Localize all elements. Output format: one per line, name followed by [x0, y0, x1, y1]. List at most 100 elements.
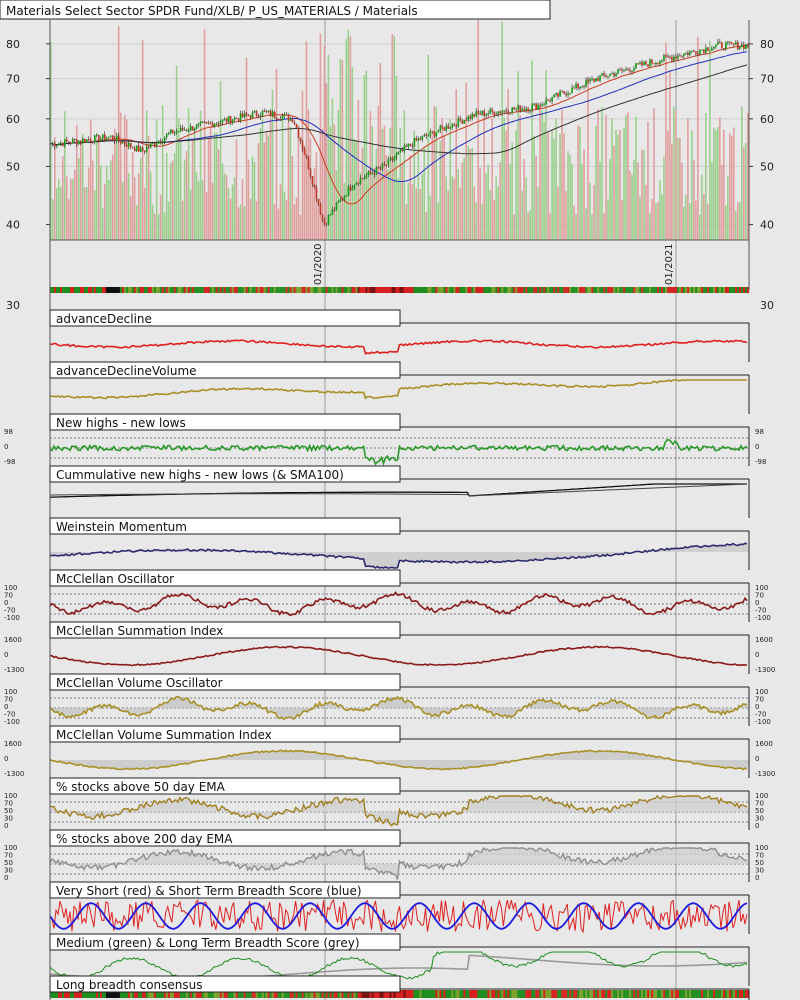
volume-bar — [193, 127, 196, 240]
candle-body — [427, 135, 430, 137]
volume-bar — [311, 178, 314, 240]
long-consensus-cell — [727, 990, 730, 998]
candle-body — [141, 147, 144, 151]
consensus-strip-cell — [747, 287, 750, 293]
volume-bar — [227, 188, 230, 240]
long-consensus-cell — [565, 990, 568, 998]
candle-body — [231, 119, 234, 124]
long-consensus-cell — [471, 990, 474, 998]
consensus-strip-cell — [359, 287, 362, 293]
long-consensus-cell — [457, 990, 460, 998]
very-short-score-line — [49, 898, 748, 934]
ma-fast-line — [49, 45, 748, 205]
consensus-strip-cell — [325, 287, 328, 293]
long-consensus-cell — [733, 990, 736, 998]
volume-bar — [343, 182, 346, 240]
long-consensus-cell — [653, 990, 656, 998]
consensus-strip-cell — [339, 287, 342, 293]
volume-bar — [149, 171, 152, 240]
long-consensus-cell — [83, 990, 87, 998]
volume-bar — [301, 90, 304, 240]
volume-bar — [299, 214, 302, 240]
consensus-strip-cell — [595, 287, 598, 293]
candle-body — [585, 79, 587, 87]
candle-body — [497, 111, 500, 115]
candle-body — [145, 147, 148, 152]
volume-bar — [163, 212, 166, 240]
candle-body — [487, 113, 490, 115]
long-consensus-cell — [345, 990, 348, 998]
candle-body — [397, 152, 400, 155]
candle-body — [743, 44, 745, 49]
volume-bar — [397, 178, 400, 240]
long-consensus-cell — [533, 990, 536, 998]
consensus-strip-cell — [629, 287, 632, 293]
long-consensus-cell — [505, 990, 508, 998]
long-consensus-cell — [567, 990, 570, 998]
volume-bar — [547, 132, 549, 240]
consensus-strip-cell — [421, 287, 424, 293]
consensus-strip-cell — [381, 287, 384, 293]
candle-body — [685, 52, 687, 54]
consensus-strip-cell — [63, 287, 67, 293]
candle-body — [123, 141, 126, 145]
volume-bar — [617, 134, 619, 240]
consensus-strip-cell — [137, 287, 140, 293]
consensus-strip-cell — [165, 287, 168, 293]
consensus-strip-cell — [189, 287, 192, 293]
candle-body — [701, 49, 703, 51]
consensus-strip-cell — [645, 287, 648, 293]
volume-bar — [289, 126, 292, 240]
volume-bar — [565, 191, 567, 240]
consensus-strip-cell — [503, 287, 506, 293]
long-consensus-cell — [397, 990, 400, 998]
consensus-strip-cell — [393, 287, 396, 293]
candle-body — [109, 135, 112, 137]
long-consensus-cell — [333, 990, 336, 998]
candle-body — [235, 117, 238, 119]
panel-tick-left: 50 — [4, 807, 13, 815]
long-consensus-cell — [237, 990, 240, 998]
long-consensus-cell — [189, 990, 192, 998]
panel-tick-right: 0 — [755, 651, 759, 659]
candle-body — [163, 137, 166, 142]
panel-label: Weinstein Momentum — [56, 520, 187, 534]
volume-bar — [65, 176, 68, 240]
consensus-strip-cell — [229, 287, 232, 293]
long-consensus-cell — [745, 990, 748, 998]
consensus-strip-cell — [443, 287, 446, 293]
panel-tick-left: 70 — [4, 800, 13, 808]
panel-series-line — [49, 438, 748, 466]
consensus-strip-cell — [489, 287, 492, 293]
long-consensus-cell — [521, 990, 524, 998]
candle-body — [329, 214, 332, 216]
consensus-strip-cell — [659, 287, 662, 293]
panel-tick-left: 0 — [4, 755, 8, 763]
candle-body — [483, 110, 486, 116]
short-score-line — [49, 902, 748, 930]
consensus-strip-cell — [109, 287, 113, 293]
long-consensus-cell — [319, 990, 322, 998]
long-consensus-cell — [97, 990, 101, 998]
candle-body — [551, 97, 553, 102]
candle-body — [377, 167, 380, 169]
panel-tick-left: 50 — [4, 859, 13, 867]
volume-bar — [235, 139, 238, 240]
candle-body — [533, 103, 536, 105]
panel-tick-right: 100 — [755, 844, 768, 852]
long-consensus-cell — [159, 990, 162, 998]
candle-body — [507, 111, 510, 114]
volume-bar — [111, 154, 114, 240]
consensus-strip-cell — [483, 287, 486, 293]
long-consensus-cell — [129, 990, 132, 998]
panel-label: McClellan Summation Index — [56, 624, 223, 638]
long-consensus-cell — [525, 990, 528, 998]
long-consensus-cell — [643, 990, 646, 998]
long-consensus-cell — [673, 990, 676, 998]
long-consensus-cell — [705, 990, 708, 998]
volume-bar — [355, 140, 358, 240]
long-consensus-cell — [259, 990, 262, 998]
long-consensus-cell — [301, 990, 304, 998]
volume-bar — [303, 145, 306, 240]
long-consensus-cell — [585, 990, 588, 998]
